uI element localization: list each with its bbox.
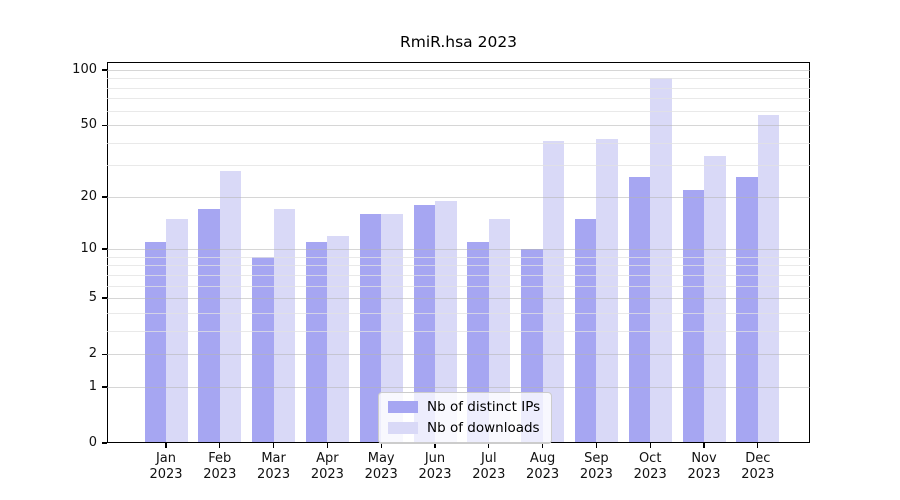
bar-distinct-ips-sep — [574, 218, 597, 442]
x-tick-mark — [649, 443, 651, 448]
bar-downloads-apr — [327, 235, 349, 442]
x-tick-mark — [272, 443, 275, 448]
legend-swatch-downloads-icon — [388, 422, 418, 434]
bar-downloads-dec — [757, 114, 780, 442]
bar-downloads-oct — [650, 78, 672, 442]
y-tick-label: 0 — [88, 435, 97, 450]
legend-entry-downloads: Nb of downloads — [388, 420, 540, 436]
bar-distinct-ips-oct — [628, 176, 651, 442]
y-tick-label: 100 — [72, 61, 97, 77]
y-tick-label: 10 — [80, 241, 97, 257]
y-tick-mark — [102, 353, 107, 355]
y-tick-mark — [102, 442, 107, 444]
legend-label-downloads: Nb of downloads — [427, 420, 540, 436]
x-tick-label: May 2023 — [364, 451, 398, 482]
legend-entry-distinct-ips: Nb of distinct IPs — [388, 399, 540, 415]
x-tick-mark — [219, 443, 221, 448]
x-tick-label: Dec 2023 — [741, 451, 775, 482]
x-tick-label: Feb 2023 — [203, 451, 237, 482]
bar-distinct-ips-dec — [736, 176, 758, 442]
bar-distinct-ips-apr — [305, 242, 328, 442]
x-tick-mark — [703, 443, 705, 448]
x-tick-label: Sep 2023 — [579, 451, 613, 482]
bar-downloads-feb — [219, 170, 242, 442]
y-tick-mark — [102, 297, 107, 299]
y-tick-label: 1 — [88, 378, 97, 394]
x-tick-mark — [757, 443, 759, 448]
x-tick-mark — [595, 443, 598, 448]
bar-downloads-jun — [435, 200, 457, 442]
x-tick-label: Jul 2023 — [472, 451, 506, 482]
bar-distinct-ips-nov — [682, 189, 704, 442]
y-tick-mark — [102, 69, 107, 71]
bar-distinct-ips-jun — [413, 205, 435, 442]
x-tick-label: Oct 2023 — [633, 451, 667, 482]
y-tick-label: 50 — [80, 117, 97, 133]
bar-downloads-nov — [704, 155, 726, 442]
x-tick-mark — [380, 443, 382, 448]
x-tick-mark — [165, 443, 167, 448]
y-tick-label: 5 — [88, 290, 97, 306]
bar-downloads-mar — [273, 209, 296, 442]
y-tick-mark — [102, 196, 107, 198]
bar-distinct-ips-may — [359, 214, 382, 442]
legend-swatch-distinct-ips-icon — [388, 401, 418, 413]
x-tick-mark — [326, 443, 329, 448]
chart-title: RmiR.hsa 2023 — [399, 33, 518, 51]
x-tick-label: Jan 2023 — [149, 451, 183, 482]
x-tick-mark — [488, 443, 490, 448]
y-tick-label: 2 — [88, 346, 97, 362]
bar-distinct-ips-jan — [144, 242, 166, 442]
x-tick-label: Aug 2023 — [526, 451, 560, 482]
bar-downloads-jan — [166, 218, 188, 442]
y-tick-mark — [102, 124, 107, 126]
x-tick-mark — [434, 443, 436, 448]
y-tick-label: 20 — [80, 188, 97, 204]
bar-downloads-jul — [488, 218, 511, 442]
bar-distinct-ips-feb — [198, 209, 220, 442]
x-tick-label: Jun 2023 — [418, 451, 452, 482]
bar-downloads-sep — [596, 139, 618, 442]
x-tick-label: Mar 2023 — [257, 451, 291, 482]
legend-label-distinct-ips: Nb of distinct IPs — [427, 399, 541, 415]
x-tick-mark — [541, 443, 544, 448]
x-tick-label: Apr 2023 — [310, 451, 344, 482]
bar-downloads-aug — [542, 140, 565, 442]
bar-distinct-ips-mar — [252, 256, 274, 442]
legend: Nb of distinct IPs Nb of downloads — [378, 392, 553, 444]
x-tick-label: Nov 2023 — [687, 451, 721, 482]
bar-downloads-may — [381, 214, 403, 442]
y-tick-mark — [102, 386, 107, 388]
y-tick-mark — [102, 248, 107, 250]
